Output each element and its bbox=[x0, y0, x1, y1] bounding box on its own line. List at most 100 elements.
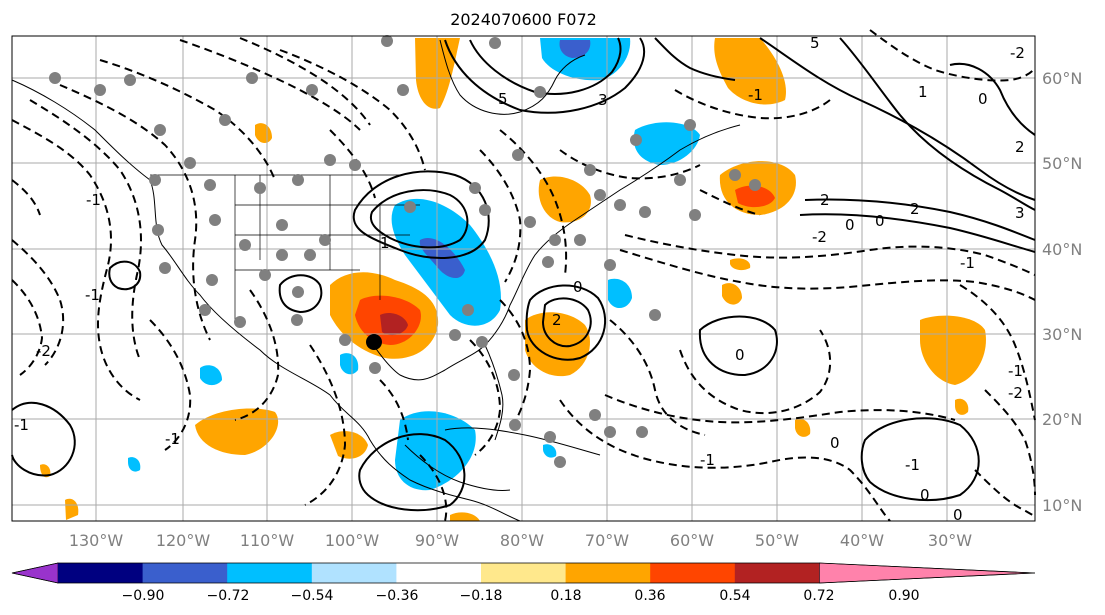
lat-label: 40°N bbox=[1042, 240, 1082, 259]
colorbar-tick-label: 0.54 bbox=[719, 588, 750, 604]
station-marker bbox=[469, 182, 481, 194]
lat-label: 10°N bbox=[1042, 496, 1082, 515]
lon-label: 40°W bbox=[840, 531, 884, 550]
positive-anomaly-newfoundland-core bbox=[735, 185, 775, 208]
coastlines bbox=[11, 39, 741, 522]
contour-label: -1 bbox=[748, 86, 763, 104]
colorbar-tick-label: 0.72 bbox=[803, 588, 834, 604]
contour-label: 1 bbox=[380, 234, 390, 252]
contour-label: 1 bbox=[918, 83, 928, 101]
station-marker bbox=[689, 209, 701, 221]
lon-label: 50°W bbox=[755, 531, 799, 550]
contour-label: 5 bbox=[498, 90, 508, 108]
colorbar-tick-label: 0.18 bbox=[550, 588, 581, 604]
lon-label: 130°W bbox=[69, 531, 124, 550]
dashed-contours bbox=[11, 29, 1036, 522]
contour-label: 0 bbox=[953, 506, 963, 524]
lat-label: 50°N bbox=[1042, 154, 1082, 173]
map-background bbox=[12, 36, 1035, 521]
contour-label: 0 bbox=[830, 434, 840, 452]
contour-label: 2 bbox=[552, 311, 562, 329]
negative-anomaly-offshore bbox=[608, 278, 632, 309]
plot-border bbox=[11, 35, 1036, 522]
station-marker bbox=[259, 269, 271, 281]
colorbar-extend-min bbox=[11, 562, 59, 584]
colorbar-segment bbox=[227, 563, 313, 583]
lon-label: 100°W bbox=[325, 531, 380, 550]
station-marker bbox=[584, 164, 596, 176]
colorbar-extend-max bbox=[819, 562, 1036, 584]
positive-anomaly-pacific bbox=[195, 408, 279, 455]
solid-contours bbox=[11, 37, 1036, 512]
lon-label: 80°W bbox=[500, 531, 544, 550]
lat-label: 60°N bbox=[1042, 69, 1082, 88]
contour-label: -1 bbox=[1008, 362, 1023, 380]
lat-label: 20°N bbox=[1042, 410, 1082, 429]
station-marker bbox=[206, 274, 218, 286]
contour-label: 0 bbox=[573, 278, 583, 296]
colorbar-segment bbox=[481, 563, 567, 583]
station-marker bbox=[544, 431, 556, 443]
contour-label: 3 bbox=[1015, 204, 1025, 222]
station-marker bbox=[239, 239, 251, 251]
contour-label: 2 bbox=[820, 191, 830, 209]
negative-anomaly-small-1 bbox=[200, 365, 222, 386]
station-marker bbox=[246, 72, 258, 84]
colorbar-tick-label: −0.72 bbox=[207, 588, 250, 604]
latitude-labels: 60°N 50°N 40°N 30°N 20°N 10°N bbox=[1042, 69, 1082, 515]
station-marker bbox=[509, 419, 521, 431]
station-marker bbox=[589, 409, 601, 421]
station-marker bbox=[508, 369, 520, 381]
station-marker bbox=[604, 259, 616, 271]
positive-anomaly-small-5 bbox=[730, 258, 751, 271]
station-marker bbox=[729, 169, 741, 181]
contour-label: 0 bbox=[735, 346, 745, 364]
station-marker bbox=[462, 304, 474, 316]
map-title: 2024070600 F072 bbox=[450, 10, 597, 29]
station-marker bbox=[476, 336, 488, 348]
station-marker bbox=[649, 309, 661, 321]
contour-label: -1 bbox=[85, 286, 100, 304]
station-marker bbox=[749, 179, 761, 191]
contour-labels: 5 5 3 2 0 1 2 -1 -2 -1 0 2 0 -1 -2 0 -1 … bbox=[14, 34, 1025, 524]
station-marker bbox=[184, 157, 196, 169]
station-marker bbox=[152, 224, 164, 236]
station-marker bbox=[534, 86, 546, 98]
lon-label: 30°W bbox=[928, 531, 972, 550]
station-marker bbox=[304, 249, 316, 261]
station-marker bbox=[684, 119, 696, 131]
colorbar: −0.90 −0.72 −0.54 −0.36 −0.18 0.18 0.36 … bbox=[11, 562, 1036, 604]
station-marker bbox=[49, 72, 61, 84]
contour-label: -1 bbox=[905, 456, 920, 474]
lon-label: 110°W bbox=[240, 531, 295, 550]
contour-label: -2 bbox=[812, 228, 827, 246]
lat-label: 30°N bbox=[1042, 325, 1082, 344]
station-marker bbox=[449, 329, 461, 341]
longitude-labels: 130°W 120°W 110°W 100°W 90°W 80°W 70°W 6… bbox=[69, 531, 972, 550]
colorbar-tick-label: 0.90 bbox=[888, 588, 919, 604]
positive-anomaly-central-atlantic bbox=[920, 315, 986, 385]
station-marker bbox=[291, 314, 303, 326]
lon-label: 90°W bbox=[415, 531, 459, 550]
station-marker bbox=[604, 426, 616, 438]
colorbar-outline bbox=[11, 562, 1036, 584]
station-marker bbox=[94, 84, 106, 96]
colorbar-segment bbox=[650, 563, 736, 583]
graticule bbox=[12, 36, 1035, 521]
contour-label: -1 bbox=[700, 451, 715, 469]
colorbar-tick-label: −0.90 bbox=[122, 588, 165, 604]
contour-label: -1 bbox=[960, 254, 975, 272]
colorbar-tick-label: 0.36 bbox=[634, 588, 665, 604]
station-marker bbox=[574, 234, 586, 246]
positive-anomaly-small-1 bbox=[722, 283, 742, 305]
station-marker bbox=[209, 214, 221, 226]
negative-anomaly-small-3 bbox=[128, 457, 141, 472]
colorbar-tick-label: −0.36 bbox=[376, 588, 419, 604]
contour-label: 5 bbox=[810, 34, 820, 52]
station-marker bbox=[339, 334, 351, 346]
positive-anomaly-labrador bbox=[714, 38, 786, 105]
positive-anomaly-small-8 bbox=[450, 512, 480, 521]
station-marker bbox=[324, 154, 336, 166]
negative-anomaly-quebec bbox=[633, 122, 700, 165]
